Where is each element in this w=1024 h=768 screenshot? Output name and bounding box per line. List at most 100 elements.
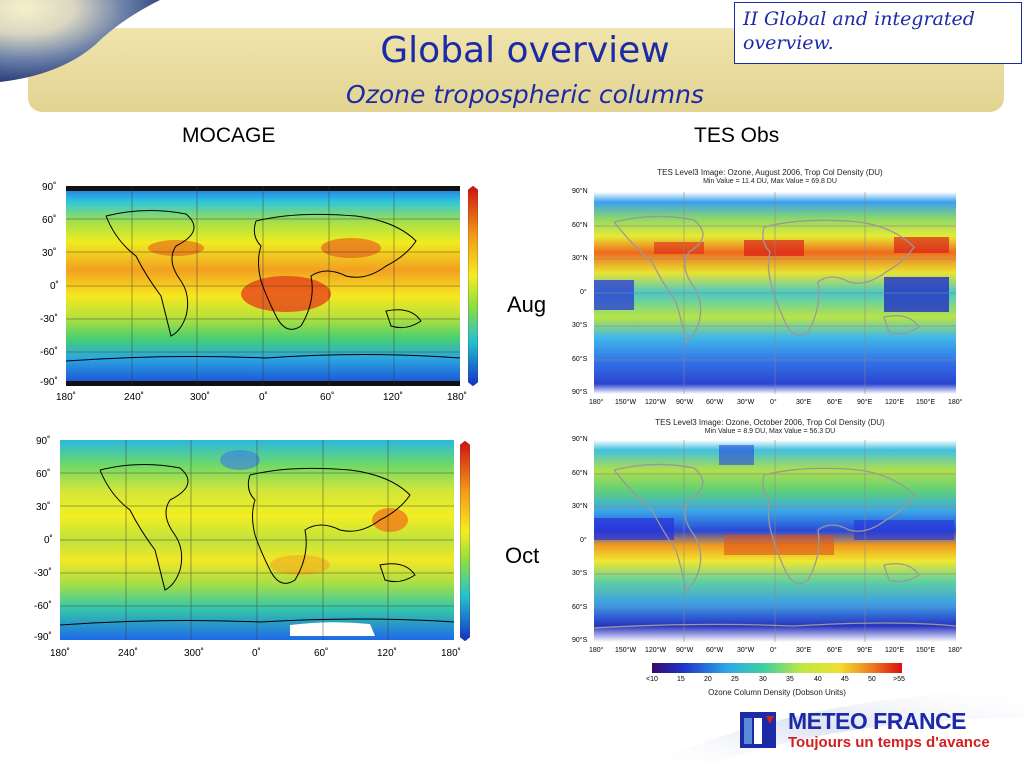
mocage-aug-lon-tick: 180˚ (56, 392, 77, 403)
tes-aug-lon-tick: 60°E (827, 399, 843, 406)
tes-aug-lat-tick: 90°N (572, 188, 588, 195)
tes-aug-title: TES Level3 Image: Ozone, August 2006, Tr… (657, 168, 883, 177)
logo-swoosh (640, 688, 1024, 768)
colorbar-tick: 35 (786, 676, 794, 683)
tes-aug-lon-tick: 150°W (615, 399, 637, 406)
mocage-aug-lat-tick: -90˚ (40, 377, 58, 388)
mocage-oct-lat-tick: -60˚ (34, 601, 52, 612)
tes-oct-lat-tick: 90°N (572, 436, 588, 443)
mocage-aug-lat-tick: 60˚ (42, 215, 57, 226)
mocage-aug-map (66, 186, 460, 386)
tes-oct-lat-tick: 90°S (572, 637, 588, 644)
tes-aug-lon-tick: 90°E (857, 399, 873, 406)
tes-aug-lon-tick: 180° (589, 399, 604, 406)
colorbar-tick: 30 (759, 676, 767, 683)
mocage-oct-lat-tick: 0˚ (44, 535, 53, 546)
section-box: II Global and integrated overview. (734, 2, 1022, 64)
tes-oct-lon-tick: 60°W (706, 647, 724, 654)
tes-aug-lon-tick: 60°W (706, 399, 724, 406)
tes-oct-lon-tick: 120°W (645, 647, 667, 654)
tes-aug-lon-tick: 0° (770, 399, 777, 406)
tes-colorbar (652, 663, 902, 673)
tes-oct-lat-tick: 30°N (572, 503, 588, 510)
logo-tagline: Toujours un temps d'avance (788, 734, 990, 751)
tes-oct-lat-tick: 30°S (572, 570, 588, 577)
colorbar-label: Ozone Column Density (Dobson Units) (708, 688, 846, 697)
colorbar-tick: 20 (704, 676, 712, 683)
sun-decoration (0, 0, 160, 82)
colorbar-tick: 50 (868, 676, 876, 683)
meteo-france-logo-icon (740, 712, 776, 748)
tes-oct-lon-tick: 30°E (796, 647, 812, 654)
tes-aug-map (594, 192, 956, 394)
tes-aug-lat-tick: 30°N (572, 255, 588, 262)
tes-oct-lon-tick: 120°E (885, 647, 905, 654)
page-title: Global overview (380, 30, 670, 71)
tes-aug-lon-tick: 90°W (676, 399, 694, 406)
tes-aug-lat-tick: 0° (580, 289, 587, 296)
tes-oct-lat-tick: 60°N (572, 470, 588, 477)
mocage-oct-lon-tick: 180˚ (50, 648, 71, 659)
mocage-oct-lon-tick: 300˚ (184, 648, 205, 659)
mocage-aug-lat-tick: 30˚ (42, 248, 57, 259)
tes-aug-lon-tick: 30°W (737, 399, 755, 406)
tes-aug-range: Min Value = 11.4 DU, Max Value = 69.8 DU (703, 178, 837, 185)
colorbar-tick: 25 (731, 676, 739, 683)
colorbar-tick: 15 (677, 676, 685, 683)
tes-oct-lat-tick: 0° (580, 537, 587, 544)
tes-aug-lat-tick: 30°S (572, 322, 588, 329)
mocage-aug-lon-tick: 60˚ (320, 392, 335, 403)
tes-oct-lon-tick: 30°W (737, 647, 755, 654)
mocage-oct-lat-tick: 60˚ (36, 469, 51, 480)
mocage-aug-lat-tick: 90˚ (42, 182, 57, 193)
mocage-oct-lon-tick: 180˚ (441, 648, 462, 659)
tes-oct-range: Min Value = 8.9 DU, Max Value = 56.3 DU (704, 428, 836, 435)
colorbar-tick: <10 (646, 676, 658, 683)
tes-aug-lon-tick: 180° (948, 399, 963, 406)
tes-oct-lon-tick: 150°W (615, 647, 637, 654)
mocage-column-heading: MOCAGE (182, 124, 276, 147)
mocage-oct-colorbar (460, 441, 470, 641)
tes-aug-lon-tick: 120°E (885, 399, 905, 406)
month-label-oct: Oct (505, 543, 540, 568)
colorbar-tick: >55 (893, 676, 905, 683)
tes-oct-lon-tick: 90°W (676, 647, 694, 654)
tes-aug-lon-tick: 150°E (916, 399, 936, 406)
tes-aug-lat-tick: 60°N (572, 222, 588, 229)
tes-aug-lat-tick: 90°S (572, 389, 588, 396)
tes-oct-title: TES Level3 Image: Ozone, October 2006, T… (655, 418, 885, 427)
colorbar-tick: 40 (814, 676, 822, 683)
mocage-oct-lon-tick: 0˚ (252, 648, 261, 659)
tes-aug-lon-tick: 120°W (645, 399, 667, 406)
page-subtitle: Ozone tropospheric columns (346, 80, 704, 109)
mocage-aug-lon-tick: 180˚ (447, 392, 468, 403)
mocage-oct-lat-tick: -90˚ (34, 632, 52, 643)
tes-oct-lon-tick: 180° (948, 647, 963, 654)
tes-oct-lon-tick: 150°E (916, 647, 936, 654)
tes-column-heading: TES Obs (694, 124, 780, 147)
mocage-aug-lon-tick: 240˚ (124, 392, 145, 403)
mocage-aug-lat-tick: -30˚ (40, 314, 58, 325)
mocage-aug-lon-tick: 0˚ (259, 392, 268, 403)
tes-oct-lon-tick: 180° (589, 647, 604, 654)
mocage-oct-lon-tick: 120˚ (377, 648, 398, 659)
tes-oct-lon-tick: 60°E (827, 647, 843, 654)
mocage-aug-lon-tick: 120˚ (383, 392, 404, 403)
tes-aug-lat-tick: 60°S (572, 356, 588, 363)
logo-name: METEO FRANCE (788, 708, 967, 734)
mocage-aug-lat-tick: 0˚ (50, 281, 59, 292)
tes-oct-map (594, 440, 956, 642)
mocage-oct-lat-tick: 90˚ (36, 436, 51, 447)
tes-aug-lon-tick: 30°E (796, 399, 812, 406)
mocage-aug-lon-tick: 300˚ (190, 392, 211, 403)
month-label-aug: Aug (507, 292, 547, 317)
tes-oct-lat-tick: 60°S (572, 604, 588, 611)
mocage-oct-lat-tick: -30˚ (34, 568, 52, 579)
tes-oct-lon-tick: 0° (770, 647, 777, 654)
colorbar-tick: 45 (841, 676, 849, 683)
mocage-oct-map (60, 440, 454, 640)
mocage-oct-lon-tick: 240˚ (118, 648, 139, 659)
mocage-oct-lat-tick: 30˚ (36, 502, 51, 513)
mocage-aug-lat-tick: -60˚ (40, 347, 58, 358)
tes-oct-lon-tick: 90°E (857, 647, 873, 654)
